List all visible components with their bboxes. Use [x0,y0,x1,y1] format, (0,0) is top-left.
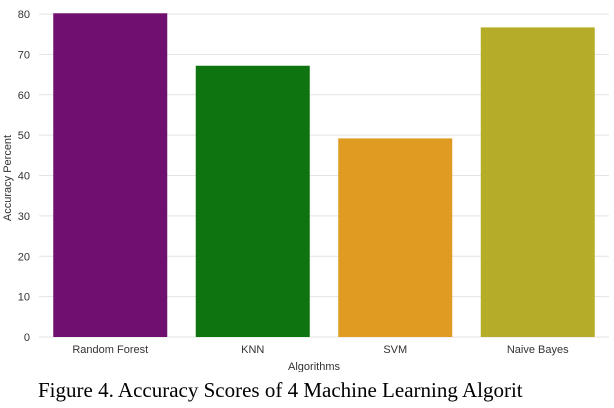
y-tick-label: 20 [18,251,30,263]
y-tick-label: 50 [18,130,30,142]
y-tick-label: 40 [18,171,30,183]
y-tick-label: 10 [18,292,30,304]
x-tick-label: Random Forest [72,344,148,356]
x-tick-labels: Random Forest KNN SVM Naive Bayes [72,344,569,356]
bar-knn [195,65,310,338]
y-tick-label: 0 [24,332,30,344]
x-tick-label: KNN [241,344,264,356]
y-tick-label: 70 [18,49,30,61]
x-axis-label: Algorithms [288,361,340,372]
figure-caption: Figure 4. Accuracy Scores of 4 Machine L… [38,378,523,402]
bar-chart: 0 10 20 30 40 50 60 70 80 Random Forest KNN SVM Nai… [2,9,609,372]
y-tick-labels: 0 10 20 30 40 50 60 70 80 [18,9,30,344]
y-tick-label: 30 [18,211,30,223]
x-tick-label: SVM [383,344,407,356]
bar-random-forest [53,13,168,337]
bar-svm [338,138,453,337]
bars [53,13,595,338]
x-tick-label: Naive Bayes [507,344,569,356]
y-tick-label: 80 [18,9,30,21]
y-axis-label: Accuracy Percent [2,135,14,221]
y-tick-label: 60 [18,90,30,102]
bar-naive-bayes [480,27,595,338]
